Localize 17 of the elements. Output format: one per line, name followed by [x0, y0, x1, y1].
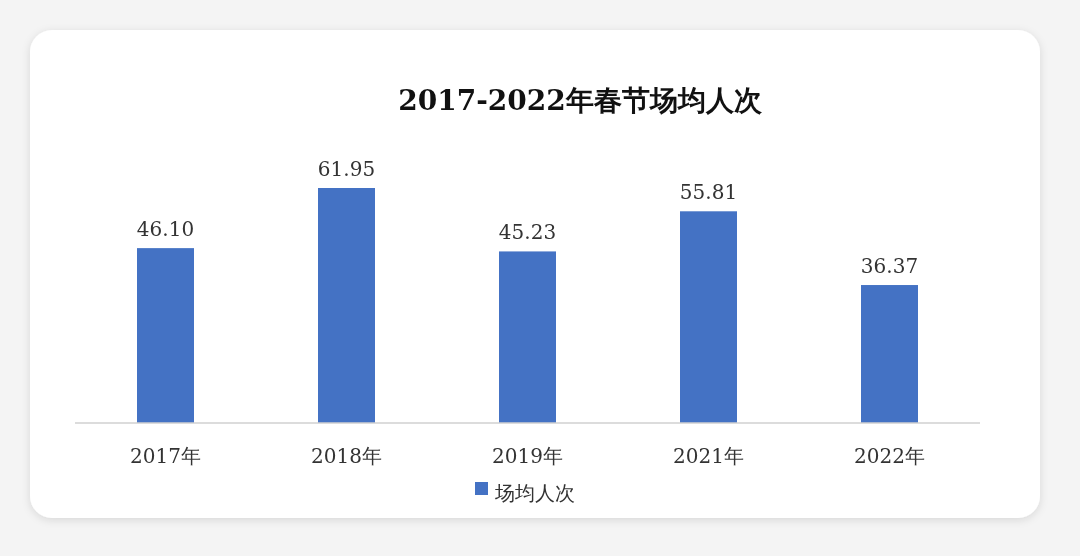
x-tick-label: 2017年	[130, 444, 201, 468]
legend-label: 场均人次	[494, 480, 575, 505]
chart-title: 2017-2022年春节场均人次	[398, 84, 763, 117]
data-label: 36.37	[860, 254, 919, 279]
bar	[499, 251, 556, 423]
data-label: 61.95	[317, 157, 376, 181]
x-tick-label: 2019年	[492, 444, 563, 468]
data-label: 46.10	[136, 217, 195, 242]
x-tick-label: 2021年	[673, 444, 744, 468]
bar	[318, 188, 375, 423]
bar	[680, 211, 737, 423]
data-label: 45.23	[498, 220, 557, 245]
x-tick-label: 2018年	[311, 444, 382, 468]
x-tick-label: 2022年	[854, 444, 925, 468]
bar	[137, 248, 194, 423]
data-label: 55.81	[679, 180, 738, 205]
bar	[861, 285, 918, 423]
